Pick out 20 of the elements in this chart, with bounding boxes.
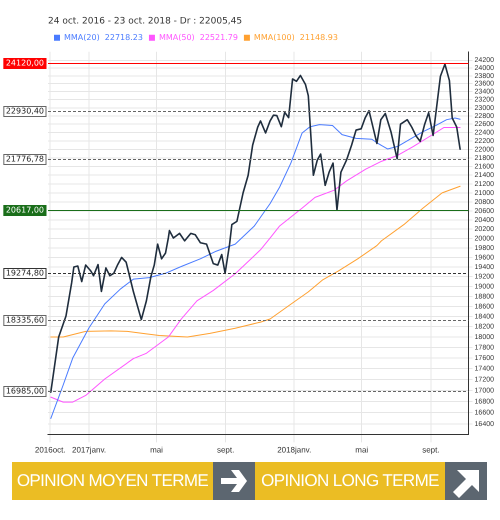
ref-line-label: 21776,78 bbox=[6, 154, 44, 164]
x-tick-label: 2018janv. bbox=[277, 445, 312, 454]
chart-title: 24 oct. 2016 - 23 oct. 2018 - Dr : 22005,45 bbox=[48, 16, 242, 27]
ref-line-label: 20617,00 bbox=[6, 206, 44, 215]
x-tick-label: sept. bbox=[422, 445, 440, 454]
x-tick-label: mai bbox=[355, 445, 368, 454]
x-tick-label: 2016oct. bbox=[34, 445, 66, 454]
x-tick-label: 2017janv. bbox=[72, 445, 106, 454]
x-tick-label: sept. bbox=[216, 445, 234, 454]
ref-line-label: 24120,00 bbox=[6, 58, 44, 68]
legend-label: MMA(100) 21148.93 bbox=[254, 32, 338, 42]
ref-line-label: 18335,60 bbox=[6, 316, 44, 325]
ref-line-label: 19274,80 bbox=[6, 268, 44, 278]
legend-label: MMA(20) 22718.23 bbox=[64, 32, 143, 42]
x-tick-label: mai bbox=[150, 445, 164, 454]
text: OPINION LONG TERME bbox=[255, 462, 445, 500]
ref-line-label: 16985,00 bbox=[6, 386, 44, 396]
ref-line-label: 22930,40 bbox=[6, 106, 44, 116]
text: OPINION MOYEN TERME bbox=[12, 462, 213, 500]
legend-label: MMA(50) 22521.79 bbox=[158, 32, 238, 42]
